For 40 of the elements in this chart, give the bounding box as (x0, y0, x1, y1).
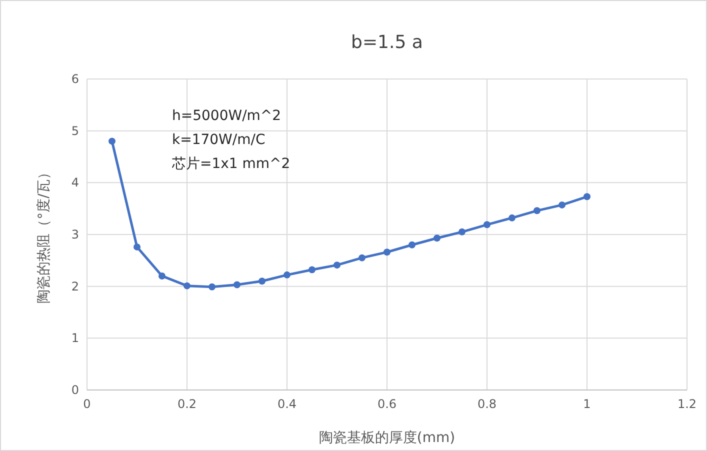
y-tick-label: 2 (71, 279, 79, 294)
point (434, 234, 440, 242)
x-tick-label: 0.8 (477, 397, 497, 411)
point (108, 138, 116, 145)
y-tick-label: 0 (71, 383, 79, 397)
x-tick-label: 0.6 (377, 397, 397, 411)
x-tick-label: 0.2 (177, 397, 197, 411)
y-tick-label: 4 (71, 176, 79, 190)
point (384, 248, 390, 256)
point (558, 201, 566, 208)
x-axis-title: 陶瓷基板的厚度(mm) (318, 430, 456, 446)
point (358, 254, 366, 262)
point (334, 262, 340, 269)
point (308, 266, 316, 274)
point (184, 282, 190, 290)
y-tick-label: 3 (71, 228, 79, 242)
chart-title: b=1.5 a (351, 32, 423, 53)
point (458, 228, 466, 236)
point (284, 271, 290, 278)
y-tick-label: 5 (71, 124, 79, 138)
point (508, 214, 516, 222)
point (208, 283, 216, 290)
point (158, 272, 166, 280)
point (484, 221, 490, 228)
annotation: 芯片=1x1 mm^2 (171, 156, 290, 172)
x-tick-label: 1 (583, 397, 591, 411)
y-tick-label: 1 (71, 331, 79, 346)
point (258, 278, 266, 285)
y-axis-title: 陶瓷的热阻（°度/瓦） (36, 166, 52, 304)
point (134, 243, 140, 250)
point (408, 241, 416, 248)
x-tick-label: 0.4 (277, 397, 297, 411)
point (234, 281, 240, 288)
y-tick-label: 6 (71, 72, 79, 86)
x-tick-label: 1.2 (677, 397, 697, 411)
x-tick-label: 0 (83, 397, 91, 411)
annotation: h=5000W/m^2 (172, 108, 282, 124)
annotation: k=170W/m/C (172, 132, 266, 148)
point (534, 207, 540, 214)
point (584, 193, 590, 200)
